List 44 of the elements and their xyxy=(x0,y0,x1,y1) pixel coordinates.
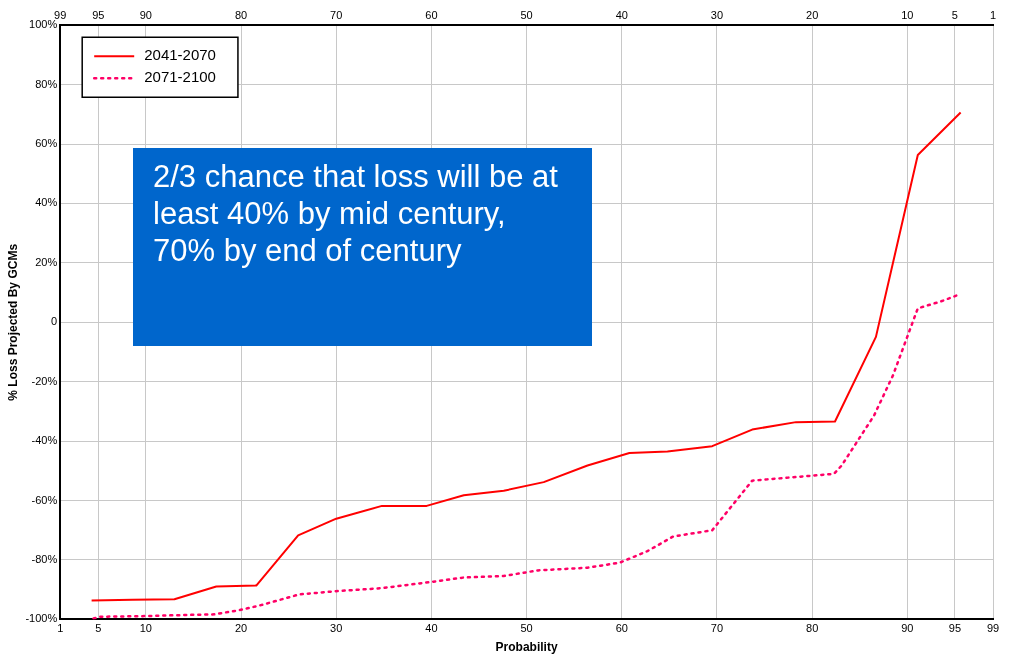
x2-tick-label: 50 xyxy=(520,8,533,21)
legend-label: 2041-2070 xyxy=(144,46,216,64)
callout-box: 2/3 chance that loss will be at least 40% by mid century, 70% by end of century xyxy=(133,148,592,346)
x-tick-label: 30 xyxy=(330,622,343,635)
x2-tick-label: 70 xyxy=(330,8,343,21)
y-tick-label: 60% xyxy=(35,137,58,150)
x-tick-label: 1 xyxy=(57,622,64,635)
x-tick-label: 40 xyxy=(425,622,438,635)
legend-label: 2071-2100 xyxy=(144,68,216,86)
x-axis-title: Probability xyxy=(495,640,558,655)
x-tick-label: 20 xyxy=(234,622,248,635)
x-tick-label: 90 xyxy=(901,622,914,635)
x-tick-label: 70 xyxy=(710,622,724,635)
y-tick-label: 100% xyxy=(29,18,58,31)
y-tick-label: -80% xyxy=(31,553,58,566)
x2-tick-label: 60 xyxy=(425,8,438,21)
y-tick-label: -40% xyxy=(31,434,58,447)
x-tick-label: 99 xyxy=(986,622,1000,635)
y-tick-label: 40% xyxy=(35,196,58,209)
x2-tick-label: 90 xyxy=(139,8,152,21)
x2-tick-label: 30 xyxy=(710,8,724,21)
x2-tick-label: 80 xyxy=(234,8,248,21)
annotation: 2/3 chance that loss will be at least 40% by mid century, 70% by end of century xyxy=(153,159,558,268)
y-tick-label: -60% xyxy=(31,493,58,506)
x-tick-label: 10 xyxy=(139,622,152,635)
x2-tick-label: 10 xyxy=(901,8,914,21)
y-tick-label: 20% xyxy=(35,255,58,268)
y-axis-title: % Loss Projected By GCMs xyxy=(5,243,20,401)
x-tick-label: 5 xyxy=(95,622,102,635)
x-tick-label: 80 xyxy=(806,622,819,635)
y-tick-label: -100% xyxy=(25,612,58,625)
y-tick-label: 0 xyxy=(51,315,58,328)
x2-tick-label: 95 xyxy=(92,8,105,21)
line-series xyxy=(92,293,961,620)
x2-tick-label: 99 xyxy=(54,8,67,21)
x-tick-label: 50 xyxy=(520,622,533,635)
x2-tick-label: 1 xyxy=(989,8,997,21)
x2-tick-label: 5 xyxy=(951,8,958,21)
x2-tick-label: 20 xyxy=(806,8,819,21)
x2-tick-label: 40 xyxy=(615,8,628,21)
y-tick-label: 80% xyxy=(35,77,58,90)
y-tick-label: -20% xyxy=(31,374,58,387)
x-tick-label: 95 xyxy=(948,622,962,635)
x-tick-label: 60 xyxy=(615,622,628,635)
